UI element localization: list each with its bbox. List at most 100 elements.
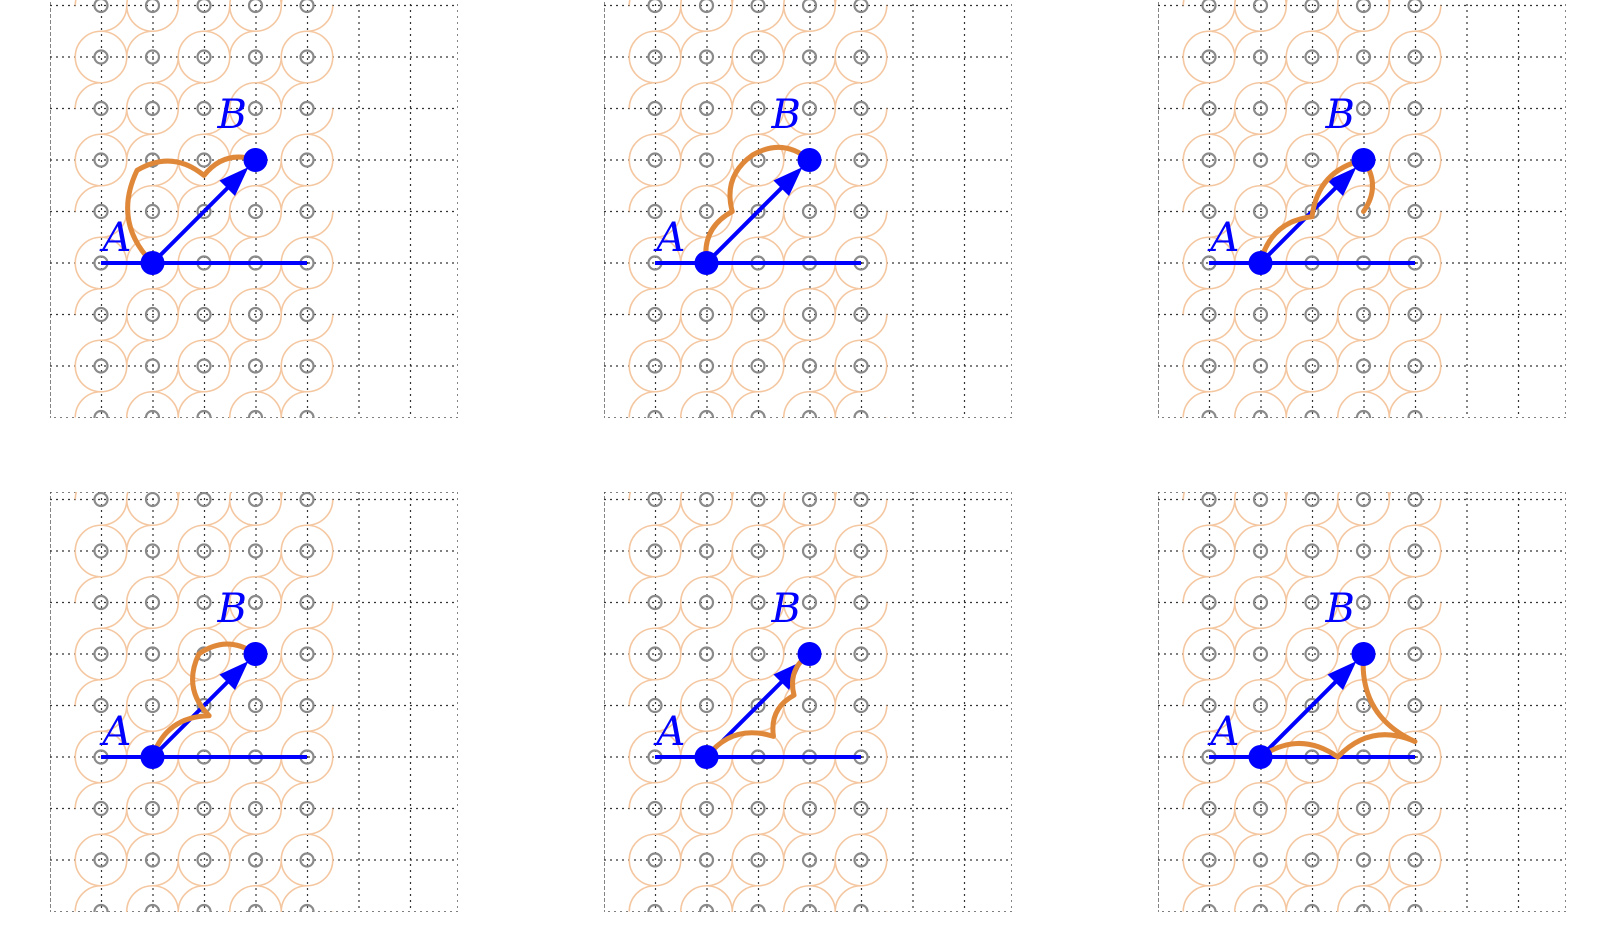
vector-group bbox=[1209, 661, 1415, 759]
faint-path-arc bbox=[628, 833, 682, 887]
faint-path-arc bbox=[834, 81, 888, 136]
lattice-point bbox=[299, 492, 315, 508]
lattice-point bbox=[1355, 0, 1372, 14]
faint-path-arc bbox=[679, 81, 734, 136]
faint-path-arc bbox=[1388, 287, 1442, 342]
lattice-point bbox=[247, 306, 264, 323]
faint-path-arc bbox=[1336, 184, 1391, 239]
vector-shaft bbox=[151, 181, 235, 265]
lattice-point bbox=[698, 49, 715, 65]
lattice-point bbox=[801, 594, 818, 611]
dotted-grid bbox=[50, 492, 458, 912]
faint-path-arc bbox=[628, 81, 682, 136]
lattice-point bbox=[647, 306, 663, 323]
lattice-point bbox=[299, 100, 315, 117]
faint-path-arc bbox=[74, 30, 128, 84]
lattice-point bbox=[93, 697, 109, 714]
lattice-point bbox=[1252, 203, 1269, 220]
faint-path-arc bbox=[228, 575, 283, 630]
faint-path-arc bbox=[177, 627, 231, 681]
lattice-point bbox=[299, 903, 315, 912]
lattice-point bbox=[698, 903, 715, 912]
faint-paths bbox=[628, 492, 888, 912]
lattice-point bbox=[647, 100, 663, 117]
faint-path-arc bbox=[1182, 390, 1236, 418]
label-a: A bbox=[653, 709, 686, 755]
lattice-point bbox=[698, 594, 715, 611]
lattice-point bbox=[1304, 646, 1320, 662]
lattice-point bbox=[196, 409, 212, 418]
faint-path-arc bbox=[1233, 884, 1288, 912]
lattice-point bbox=[299, 358, 315, 374]
faint-path-arc bbox=[679, 781, 734, 836]
faint-path-arc bbox=[628, 524, 682, 578]
lattice-point bbox=[1201, 409, 1217, 418]
faint-path-arc bbox=[1285, 781, 1339, 836]
lattice-point bbox=[647, 0, 663, 14]
lattice-point bbox=[144, 409, 161, 418]
lattice-point bbox=[647, 409, 663, 418]
faint-path-arc bbox=[782, 781, 837, 836]
lattice-point bbox=[196, 594, 212, 611]
faint-path-arc bbox=[628, 133, 682, 187]
lattice-point bbox=[698, 100, 715, 117]
lattice-point bbox=[1252, 543, 1269, 559]
lattice-point bbox=[196, 852, 212, 868]
faint-path-arc bbox=[280, 184, 334, 239]
faint-path-arc bbox=[1336, 575, 1391, 630]
lattice-point bbox=[698, 358, 715, 374]
lattice-point bbox=[750, 852, 766, 868]
lattice-point bbox=[1201, 492, 1217, 508]
point-b-marker bbox=[1351, 642, 1376, 666]
lattice-point bbox=[1407, 594, 1423, 611]
lattice-point bbox=[1407, 903, 1423, 912]
faint-path-arc bbox=[228, 492, 283, 527]
faint-path-arc bbox=[1388, 627, 1442, 681]
lattice-point bbox=[801, 800, 818, 817]
faint-path-arc bbox=[731, 30, 785, 84]
lattice-point bbox=[1355, 903, 1372, 912]
faint-path-arc bbox=[731, 781, 785, 836]
label-b: B bbox=[217, 586, 247, 632]
point-b-marker bbox=[797, 642, 822, 666]
faint-path-arc bbox=[177, 236, 231, 290]
faint-path-arc bbox=[731, 524, 785, 578]
faint-path-arc bbox=[1388, 81, 1442, 136]
faint-path-arc bbox=[228, 781, 283, 836]
faint-path-arc bbox=[125, 575, 180, 630]
point-a-marker bbox=[140, 745, 165, 769]
lattice-point bbox=[801, 543, 818, 559]
lattice-point bbox=[299, 152, 315, 168]
faint-path-arc bbox=[280, 678, 334, 733]
lattice-point bbox=[1252, 594, 1269, 611]
lattice-point bbox=[801, 409, 818, 418]
lattice-point bbox=[801, 100, 818, 117]
point-a-marker bbox=[694, 251, 719, 275]
faint-path-arc bbox=[125, 81, 180, 136]
lattice-point bbox=[1407, 492, 1423, 508]
lattice-point bbox=[698, 306, 715, 323]
lattice-point bbox=[1407, 358, 1423, 374]
faint-path-arc bbox=[74, 287, 128, 342]
panel-4: AB bbox=[50, 492, 458, 912]
lattice-point bbox=[299, 409, 315, 418]
panel-2: AB bbox=[604, 0, 1012, 418]
lattice-point bbox=[750, 409, 766, 418]
faint-path-arc bbox=[1233, 390, 1288, 418]
lattice-point bbox=[93, 152, 109, 168]
lattice-point bbox=[750, 543, 766, 559]
lattice-point bbox=[750, 203, 766, 220]
lattice-points bbox=[647, 492, 869, 912]
faint-path-arc bbox=[280, 81, 334, 136]
lattice-point bbox=[1201, 697, 1217, 714]
faint-path-arc bbox=[1336, 287, 1391, 342]
lattice-point bbox=[1355, 358, 1372, 374]
lattice-point bbox=[801, 697, 818, 714]
faint-path-arc bbox=[1388, 339, 1442, 393]
lattice-point bbox=[299, 800, 315, 817]
lattice-point bbox=[1252, 800, 1269, 817]
lattice-point bbox=[1201, 646, 1217, 662]
lattice-point bbox=[853, 306, 869, 323]
lattice-point bbox=[750, 594, 766, 611]
